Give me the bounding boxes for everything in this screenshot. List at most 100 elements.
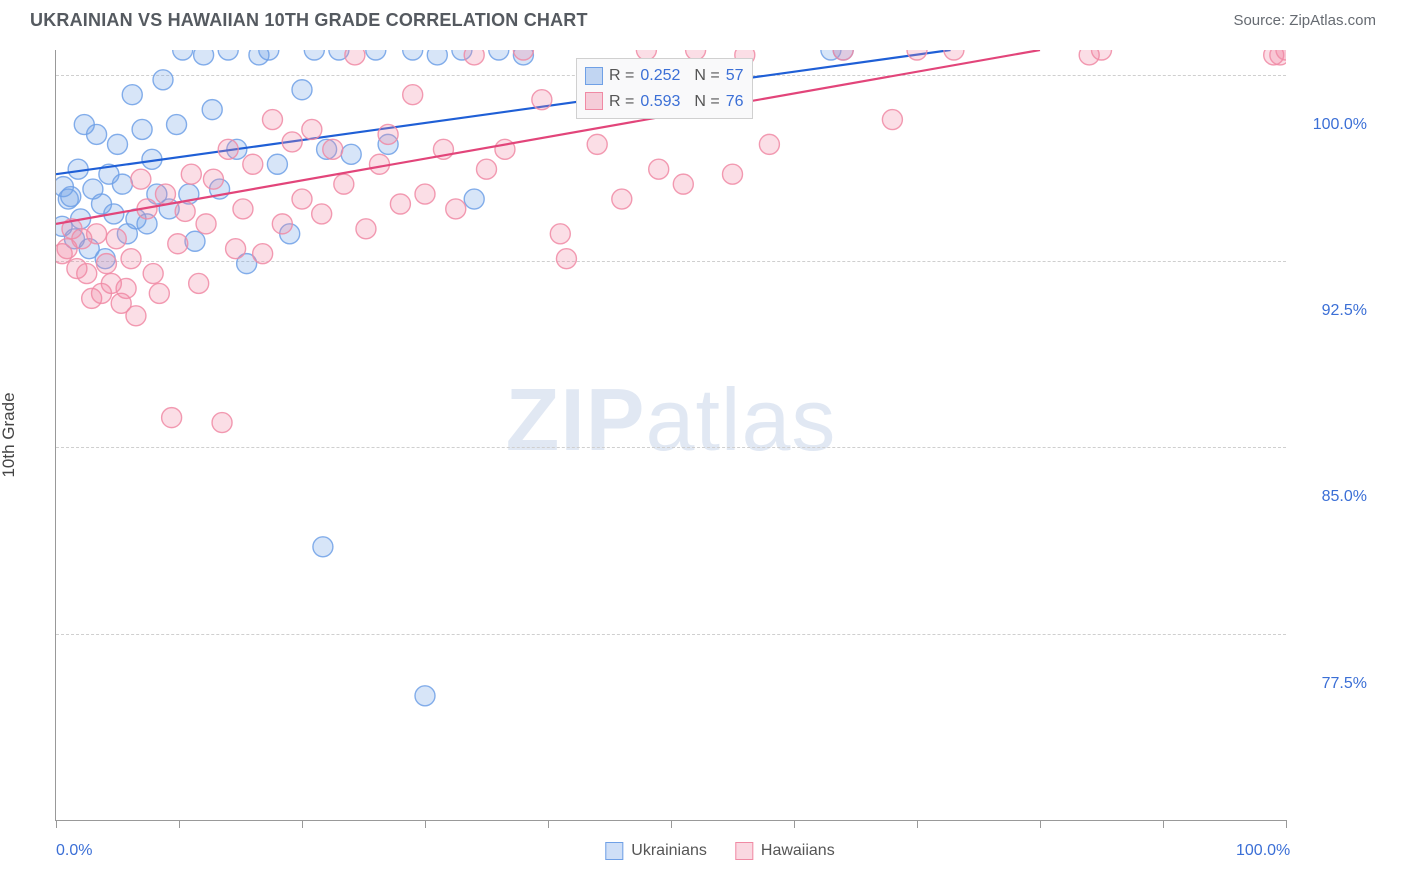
trend-line [56,50,1040,224]
x-tick [302,820,303,828]
data-point [173,50,193,60]
data-point [218,139,238,159]
legend-n-value: 76 [726,89,744,115]
data-point [882,110,902,130]
legend-swatch-icon [585,67,603,85]
legend-item-ukrainians: Ukrainians [605,842,707,860]
data-point [87,224,107,244]
data-point [292,189,312,209]
legend-swatch-icon [735,842,753,860]
data-point [369,154,389,174]
data-point [390,194,410,214]
x-tick [548,820,549,828]
data-point [427,50,447,65]
legend-swatch-icon [585,92,603,110]
legend-n-label: N = [694,63,719,89]
data-point [532,90,552,110]
legend-r-value: 0.252 [640,63,680,89]
legend-item-hawaiians: Hawaiians [735,842,835,860]
legend-bottom: Ukrainians Hawaiians [605,842,834,860]
data-point [415,686,435,706]
x-tick [1040,820,1041,828]
data-point [366,50,386,60]
x-tick [56,820,57,828]
data-point [302,119,322,139]
data-point [723,164,743,184]
data-point [612,189,632,209]
data-point [403,85,423,105]
data-point [489,50,509,60]
data-point [168,234,188,254]
data-point [341,144,361,164]
data-point [323,139,343,159]
data-point [116,278,136,298]
data-point [61,187,81,207]
plot-wrap: 10th Grade ZIPatlas 0.0%100.0%R =0.252N … [55,50,1385,820]
data-point [143,264,163,284]
data-point [233,199,253,219]
scatter-svg [56,50,1286,820]
legend-label: Hawaiians [761,842,835,860]
data-point [126,306,146,326]
data-point [282,132,302,152]
data-point [196,214,216,234]
data-point [87,124,107,144]
chart-title: UKRAINIAN VS HAWAIIAN 10TH GRADE CORRELA… [30,10,588,31]
data-point [167,115,187,135]
legend-swatch-icon [605,842,623,860]
data-point [267,154,287,174]
data-point [121,249,141,269]
x-tick [671,820,672,828]
data-point [378,124,398,144]
data-point [203,169,223,189]
source-label: Source: ZipAtlas.com [1233,12,1376,29]
data-point [131,169,151,189]
title-bar: UKRAINIAN VS HAWAIIAN 10TH GRADE CORRELA… [0,0,1406,37]
data-point [112,174,132,194]
data-point [272,214,292,234]
y-tick-label: 77.5% [1322,675,1367,693]
data-point [649,159,669,179]
data-point [403,50,423,60]
data-point [175,201,195,221]
legend-n-value: 57 [726,63,744,89]
data-point [446,199,466,219]
data-point [253,244,273,264]
data-point [108,134,128,154]
data-point [194,50,214,65]
data-point [356,219,376,239]
legend-row: R =0.593 N = 76 [585,89,744,115]
legend-r-label: R = [609,89,634,115]
x-tick [917,820,918,828]
x-tick [1286,820,1287,828]
y-tick-label: 85.0% [1322,488,1367,506]
data-point [106,229,126,249]
legend-r-value: 0.593 [640,89,680,115]
data-point [464,189,484,209]
legend-label: Ukrainians [631,842,707,860]
data-point [907,50,927,60]
data-point [262,110,282,130]
data-point [162,408,182,428]
data-point [212,413,232,433]
data-point [132,119,152,139]
x-tick-label: 0.0% [56,842,92,860]
legend-r-label: R = [609,63,634,89]
legend-top: R =0.252 N = 57 R =0.593 N = 76 [576,58,753,119]
data-point [122,85,142,105]
data-point [944,50,964,60]
data-point [304,50,324,60]
data-point [96,254,116,274]
data-point [550,224,570,244]
data-point [292,80,312,100]
data-point [464,50,484,65]
x-tick [179,820,180,828]
data-point [587,134,607,154]
y-tick-label: 100.0% [1313,116,1367,134]
data-point [153,70,173,90]
legend-row: R =0.252 N = 57 [585,63,744,89]
x-tick [794,820,795,828]
data-point [226,239,246,259]
legend-n-label: N = [694,89,719,115]
data-point [556,249,576,269]
